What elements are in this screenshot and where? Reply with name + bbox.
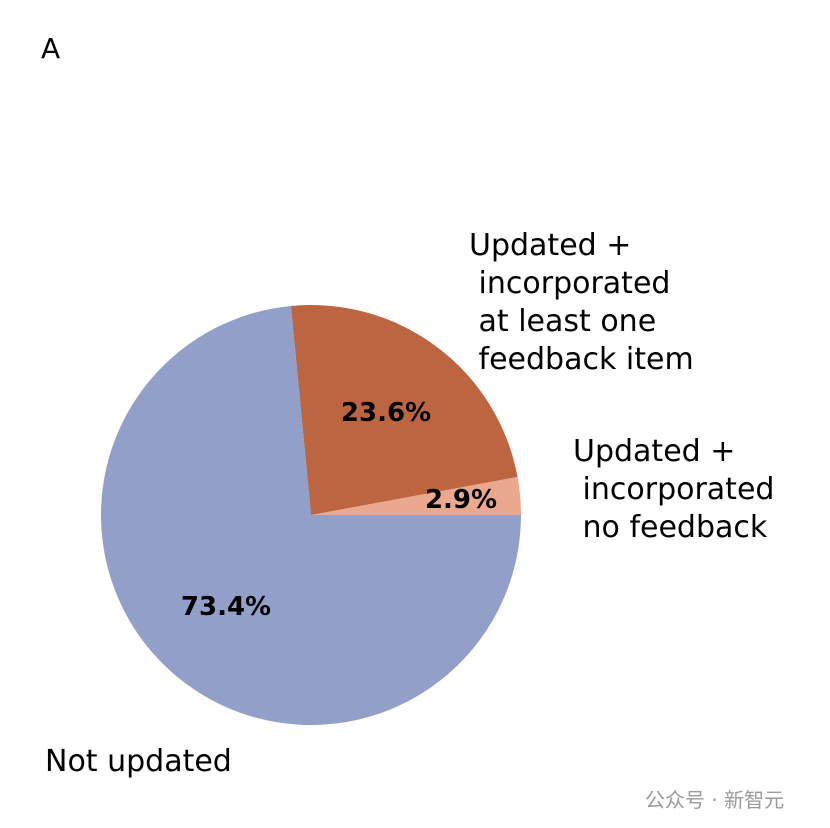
- slice-label: Not updated: [45, 744, 232, 779]
- slice-label: Updated + incorporated no feedback: [573, 434, 775, 545]
- watermark: 公众号 · 新智元: [645, 788, 785, 812]
- pie-slice: [311, 476, 521, 515]
- value-label: 73.4%: [180, 592, 272, 622]
- slice-label: Updated + incorporated at least one feed…: [469, 228, 694, 377]
- value-label: 23.6%: [340, 398, 432, 428]
- value-label: 2.9%: [424, 485, 498, 515]
- pie-slice: [101, 305, 521, 726]
- panel-label: A: [41, 32, 61, 65]
- pie-slice: [290, 304, 518, 515]
